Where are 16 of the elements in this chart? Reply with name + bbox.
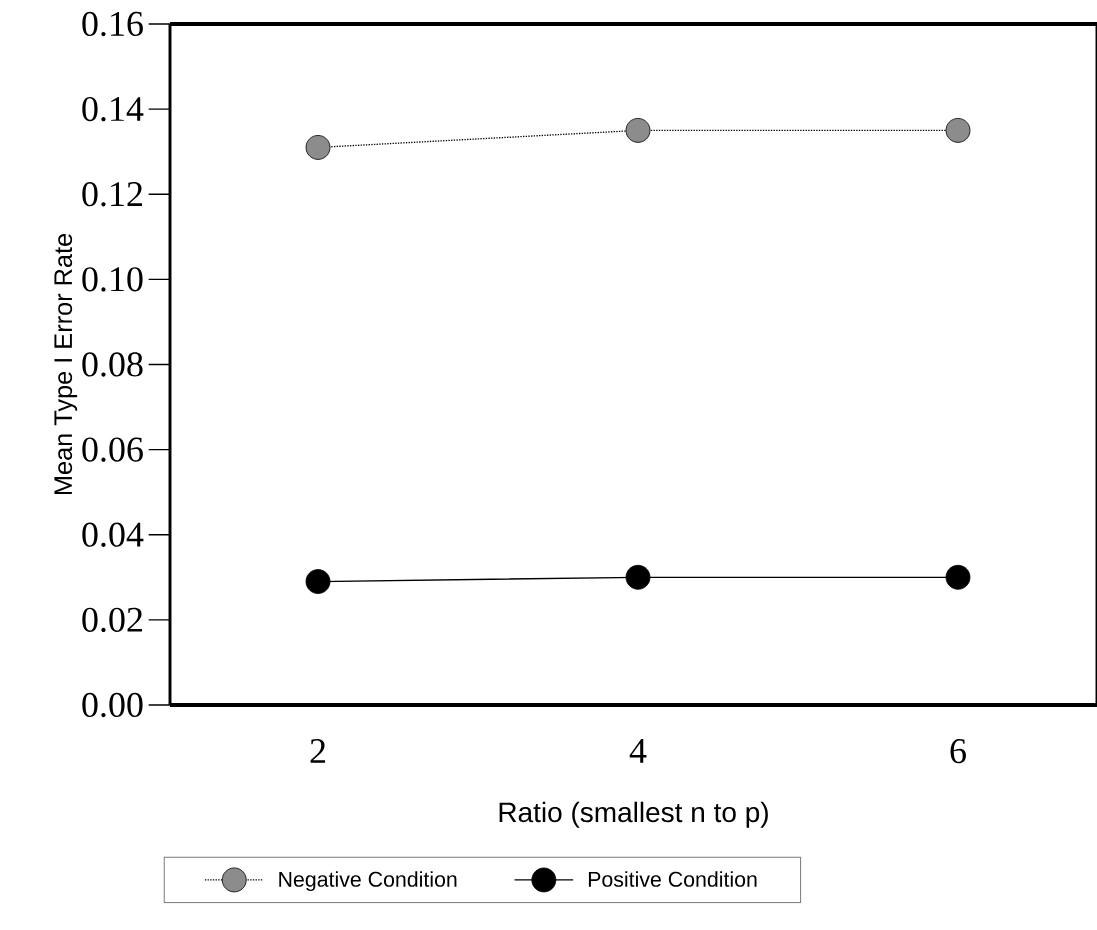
x-tick-label: 6: [950, 739, 966, 764]
y-tick-label: 0.02: [82, 607, 142, 633]
y-tick-label: 0.04: [82, 522, 144, 547]
x-tick-label: 4: [629, 739, 647, 763]
x-tick-label: 2: [310, 739, 326, 763]
y-tick-label: 0.14: [82, 96, 144, 122]
x-axis-title: Ratio (smallest n to p): [499, 801, 768, 828]
y-axis-title: Mean Type I Error Rate: [54, 233, 78, 495]
y-tick-label: 0.12: [82, 182, 142, 207]
y-tick-label: 0.00: [82, 692, 143, 718]
y-tick-label: 0.08: [82, 352, 143, 377]
y-tick-label: 0.10: [82, 267, 143, 292]
legend-label: Positive Condition: [588, 871, 757, 887]
legend-label: Negative Condition: [279, 871, 457, 892]
y-tick-label: 0.06: [82, 437, 143, 462]
y-tick-label: 0.16: [82, 11, 143, 37]
